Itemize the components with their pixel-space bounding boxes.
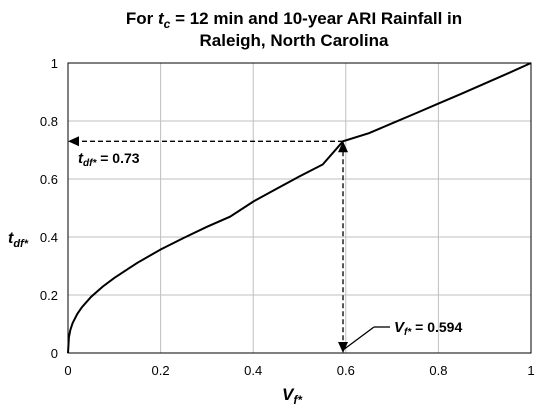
title-suffix: = 12 min and 10-year ARI Rainfall in	[170, 9, 462, 28]
annotation-vf-arrowhead-up	[338, 141, 349, 153]
grid-lines	[68, 63, 531, 353]
annotation-tdf: tdf* = 0.73	[78, 150, 140, 169]
x-tick-label: 0.8	[429, 363, 447, 378]
x-tick-label: 0	[64, 363, 71, 378]
y-axis-label-sub: df*	[13, 238, 28, 250]
plot-frame	[67, 62, 532, 354]
y-tick-label: 0.8	[40, 114, 58, 129]
annotation-arrows	[68, 136, 390, 353]
x-tick-label: 0.6	[337, 363, 355, 378]
y-tick-label: 1	[51, 56, 58, 71]
annotation-vf-arrowhead-down	[338, 342, 349, 353]
annotation-tdf-value: = 0.73	[96, 150, 139, 166]
y-tick-label: 0.2	[40, 288, 58, 303]
annotation-vf-value: = 0.594	[411, 319, 462, 335]
annotation-tdf-arrowhead	[68, 136, 79, 147]
x-tick-label: 0.4	[244, 363, 262, 378]
annotation-tdf-var: t	[78, 150, 84, 167]
tick-labels: 0 0.2 0.4 0.6 0.8 1 0 0.2 0.4 0.6 0.8 1	[40, 56, 535, 378]
series-line	[67, 62, 532, 354]
title-prefix: For	[126, 9, 158, 28]
annotation-tdf-sub: df*	[83, 158, 97, 169]
x-axis-label: Vf*	[282, 385, 303, 407]
chart-title-line1: For tc = 12 min and 10-year ARI Rainfall…	[126, 9, 462, 31]
x-tick-label: 1	[527, 363, 534, 378]
annotation-vf-sub: f*	[404, 327, 412, 338]
annotation-vf-var: V	[394, 319, 406, 336]
annotation-vf: Vf* = 0.594	[394, 319, 462, 338]
y-tick-label: 0	[51, 346, 58, 361]
title-var-main: t	[158, 9, 165, 28]
y-tick-label: 0.6	[40, 172, 58, 187]
title-var-sub: c	[164, 17, 171, 31]
y-axis-label-main: t	[8, 230, 14, 247]
annotation-vf-leader	[342, 326, 375, 351]
chart-title-line2: Raleigh, North Carolina	[200, 31, 389, 50]
x-axis-label-sub: f*	[293, 393, 303, 407]
x-axis-label-main: V	[282, 385, 295, 404]
x-tick-label: 0.2	[152, 363, 170, 378]
y-axis-label: tdf*	[8, 230, 29, 250]
y-tick-label: 0.4	[40, 230, 58, 245]
